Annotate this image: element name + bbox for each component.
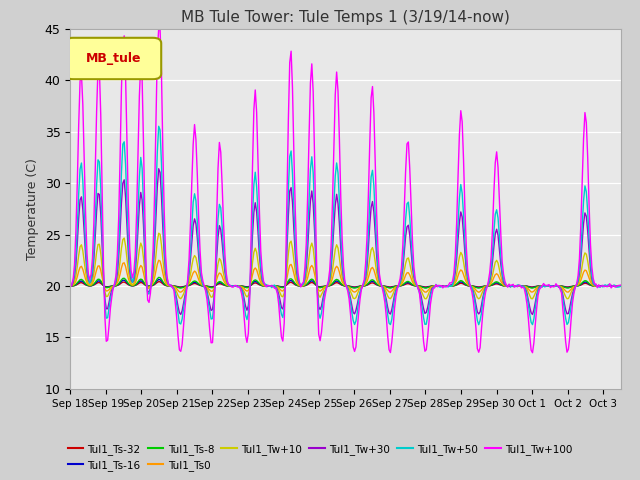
- Tul1_Ts0: [465, 283, 473, 288]
- Tul1_Tw+10: [414, 284, 422, 289]
- Tul1_Ts0: [475, 289, 483, 295]
- Tul1_Ts-16: [286, 278, 294, 284]
- Tul1_Ts-32: [467, 283, 474, 289]
- Tul1_Ts-32: [469, 283, 477, 289]
- Tul1_Tw+100: [414, 285, 422, 291]
- Tul1_Ts-8: [467, 283, 474, 289]
- Tul1_Tw+100: [247, 233, 255, 239]
- Tul1_Ts-8: [177, 285, 184, 291]
- Tul1_Ts-16: [67, 283, 74, 289]
- Tul1_Ts-16: [617, 283, 625, 289]
- Tul1_Ts-16: [247, 282, 255, 288]
- Tul1_Ts-8: [132, 281, 140, 287]
- Tul1_Tw+100: [132, 210, 140, 216]
- Tul1_Ts-8: [617, 283, 625, 289]
- Tul1_Tw+50: [155, 123, 163, 129]
- Legend: Tul1_Ts-32, Tul1_Ts-16, Tul1_Ts-8, Tul1_Ts0, Tul1_Tw+10, Tul1_Tw+30, Tul1_Tw+50,: Tul1_Ts-32, Tul1_Ts-16, Tul1_Ts-8, Tul1_…: [63, 439, 577, 475]
- Tul1_Tw+50: [286, 154, 294, 159]
- Tul1_Ts-16: [132, 281, 140, 287]
- Tul1_Tw+100: [529, 350, 536, 356]
- Tul1_Ts-8: [155, 275, 163, 280]
- Title: MB Tule Tower: Tule Temps 1 (3/19/14-now): MB Tule Tower: Tule Temps 1 (3/19/14-now…: [181, 10, 510, 25]
- Tul1_Ts-8: [469, 284, 477, 289]
- Y-axis label: Temperature (C): Temperature (C): [26, 158, 39, 260]
- Tul1_Tw+30: [67, 284, 74, 289]
- Tul1_Ts-16: [387, 285, 394, 290]
- Tul1_Tw+50: [414, 285, 422, 291]
- Tul1_Tw+10: [617, 283, 625, 289]
- Line: Tul1_Ts-8: Tul1_Ts-8: [70, 277, 621, 288]
- Line: Tul1_Ts-16: Tul1_Ts-16: [70, 279, 621, 288]
- Tul1_Ts-8: [415, 283, 423, 289]
- Tul1_Ts-16: [469, 283, 477, 289]
- Tul1_Ts0: [286, 263, 294, 268]
- Tul1_Tw+50: [67, 283, 74, 289]
- Line: Tul1_Ts0: Tul1_Ts0: [70, 260, 621, 292]
- Line: Tul1_Tw+100: Tul1_Tw+100: [70, 29, 621, 353]
- Tul1_Tw+100: [465, 277, 473, 283]
- Tul1_Tw+30: [414, 285, 422, 291]
- Tul1_Tw+10: [465, 282, 473, 288]
- Tul1_Ts-16: [415, 283, 423, 289]
- Tul1_Ts-32: [132, 282, 140, 288]
- Line: Tul1_Tw+50: Tul1_Tw+50: [70, 126, 621, 324]
- FancyBboxPatch shape: [65, 38, 161, 79]
- Tul1_Tw+30: [247, 262, 255, 268]
- Tul1_Tw+30: [132, 252, 140, 257]
- Tul1_Ts-32: [415, 283, 423, 289]
- Tul1_Ts0: [155, 257, 163, 263]
- Tul1_Tw+30: [155, 166, 163, 172]
- Tul1_Tw+30: [468, 286, 476, 291]
- Tul1_Tw+50: [475, 322, 483, 327]
- Tul1_Tw+100: [67, 284, 74, 290]
- Tul1_Ts-32: [617, 283, 625, 289]
- Tul1_Tw+10: [155, 230, 163, 236]
- Tul1_Ts0: [247, 278, 255, 284]
- Tul1_Tw+50: [468, 285, 476, 290]
- Tul1_Ts-8: [287, 276, 295, 282]
- Tul1_Tw+50: [132, 241, 140, 247]
- Line: Tul1_Tw+10: Tul1_Tw+10: [70, 233, 621, 299]
- Tul1_Tw+30: [617, 283, 625, 288]
- Tul1_Ts-32: [351, 284, 358, 290]
- Tul1_Ts-16: [155, 276, 163, 282]
- Tul1_Ts-16: [467, 283, 474, 289]
- Tul1_Tw+100: [617, 282, 625, 288]
- Tul1_Ts-32: [67, 283, 74, 289]
- Tul1_Tw+50: [247, 254, 255, 260]
- Tul1_Ts0: [132, 276, 140, 282]
- Tul1_Tw+10: [67, 283, 74, 289]
- Tul1_Ts-32: [286, 280, 294, 286]
- Tul1_Tw+30: [465, 281, 473, 287]
- Tul1_Ts-32: [155, 279, 163, 285]
- Line: Tul1_Tw+30: Tul1_Tw+30: [70, 169, 621, 314]
- Tul1_Tw+10: [247, 274, 255, 280]
- Tul1_Tw+10: [132, 269, 140, 275]
- Tul1_Ts0: [468, 284, 476, 289]
- Tul1_Tw+100: [468, 288, 476, 294]
- Tul1_Ts-32: [247, 282, 255, 288]
- Tul1_Tw+10: [286, 240, 294, 246]
- Tul1_Ts-8: [249, 279, 257, 285]
- Text: MB_tule: MB_tule: [86, 52, 141, 65]
- Tul1_Tw+50: [617, 283, 625, 289]
- Tul1_Ts0: [414, 283, 422, 289]
- Tul1_Tw+50: [465, 280, 473, 286]
- Tul1_Tw+10: [475, 296, 483, 301]
- Tul1_Tw+30: [529, 312, 536, 317]
- Tul1_Tw+100: [155, 26, 163, 32]
- Line: Tul1_Ts-32: Tul1_Ts-32: [70, 282, 621, 287]
- Tul1_Ts0: [67, 283, 74, 288]
- Tul1_Tw+10: [468, 284, 476, 289]
- Tul1_Tw+100: [286, 60, 294, 65]
- Tul1_Ts0: [617, 283, 625, 289]
- Tul1_Tw+30: [286, 188, 294, 194]
- Tul1_Ts-8: [67, 283, 74, 289]
